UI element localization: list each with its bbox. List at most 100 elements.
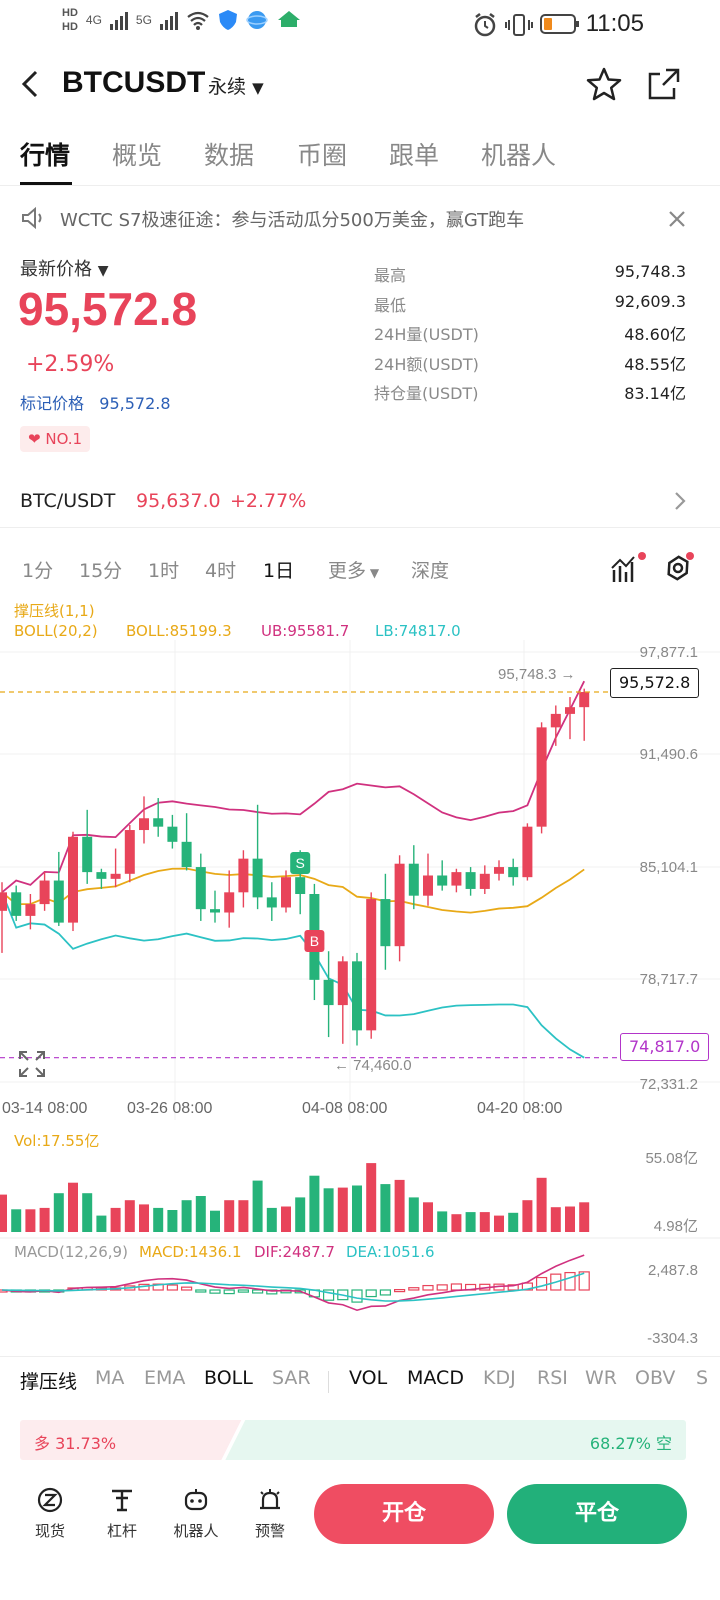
indicator-ema[interactable]: EMA xyxy=(144,1367,186,1389)
interval-more[interactable]: 更多 ▼ xyxy=(328,556,379,583)
tab-market[interactable]: 行情 xyxy=(20,141,71,170)
contract-type-selector[interactable]: 永续 ▼ xyxy=(208,72,264,99)
fullscreen-icon[interactable] xyxy=(18,1050,46,1078)
y-axis-label: 78,717.7 xyxy=(639,971,698,988)
candle-body xyxy=(295,877,306,895)
interval-4h[interactable]: 4时 xyxy=(205,560,237,582)
candle-body xyxy=(139,818,149,831)
volume-macd-panel xyxy=(0,1163,720,1312)
sell-marker-text: S xyxy=(296,855,305,871)
tab-community[interactable]: 币圈 xyxy=(297,141,348,170)
candle-body xyxy=(224,892,235,913)
close-icon[interactable] xyxy=(668,210,686,228)
candle-body xyxy=(579,692,590,708)
macd-histogram-bar xyxy=(436,1284,448,1291)
volume-bar xyxy=(124,1200,135,1232)
indicator-boll[interactable]: BOLL xyxy=(204,1367,253,1389)
stat-value: 48.60亿 xyxy=(624,325,686,344)
stat-row: 最低 92,609.3 xyxy=(374,292,686,322)
alarm-bell-icon xyxy=(260,1489,280,1510)
interval-1m[interactable]: 1分 xyxy=(22,560,54,582)
margin-nav-item[interactable]: 杠杆 xyxy=(92,1486,152,1541)
boll-legend: BOLL(20,2) xyxy=(14,622,98,640)
short-ratio: 68.27% 空 xyxy=(589,1434,672,1453)
open-position-button[interactable]: 开仓 xyxy=(314,1484,494,1544)
long-ratio: 多 31.73% xyxy=(34,1434,117,1453)
volume-bar xyxy=(39,1207,50,1232)
network-4g: 4G xyxy=(85,13,102,27)
tab-data[interactable]: 数据 xyxy=(204,141,255,170)
tab-overview[interactable]: 概览 xyxy=(112,141,163,170)
chevron-right-icon xyxy=(675,492,686,510)
long-short-ratio: 多 31.73% 68.27% 空 xyxy=(20,1420,686,1460)
macd-axis-label: -3304.3 xyxy=(647,1330,698,1347)
rank-text: NO.1 xyxy=(45,430,83,448)
chart-settings-icon[interactable] xyxy=(658,552,698,586)
spot-price-row[interactable]: BTC/USDT 95,637.0 +2.77% xyxy=(0,474,720,528)
candlestick-chart[interactable]: SB xyxy=(0,640,720,1140)
volume-bar xyxy=(337,1187,348,1232)
close-position-button[interactable]: 平仓 xyxy=(507,1484,687,1544)
volume-bar xyxy=(437,1211,448,1232)
candle-body xyxy=(195,867,206,910)
volume-bar xyxy=(224,1200,235,1232)
candle-body xyxy=(451,872,462,886)
bot-nav-item[interactable]: 机器人 xyxy=(166,1486,226,1541)
indicator-rsi[interactable]: RSI xyxy=(537,1367,568,1389)
macd-histogram-bar xyxy=(365,1289,377,1298)
rank-badge[interactable]: ❤ NO.1 xyxy=(20,426,91,452)
volume-bar xyxy=(266,1207,277,1232)
candle-body xyxy=(0,892,7,911)
candle-body xyxy=(366,899,377,1031)
candle-body xyxy=(11,892,22,916)
alert-nav-label: 预警 xyxy=(254,1522,285,1540)
y-axis-label: 72,331.2 xyxy=(639,1076,698,1093)
interval-15m[interactable]: 15分 xyxy=(79,560,123,582)
announcement-bar[interactable]: WCTC S7极速征途：参与活动瓜分500万美金，赢GT跑车 xyxy=(20,200,700,240)
volume-bar xyxy=(479,1212,490,1232)
page-title: BTCUSDT xyxy=(62,66,206,99)
volume-bar xyxy=(96,1215,107,1232)
contract-type-label: 永续 xyxy=(208,76,247,98)
macd-histogram-bar xyxy=(507,1284,519,1291)
stat-value: 48.55亿 xyxy=(624,354,686,374)
indicator-kdj[interactable]: KDJ xyxy=(483,1367,516,1389)
indicator-vol[interactable]: VOL xyxy=(349,1367,388,1389)
macd-histogram-bar xyxy=(578,1271,590,1291)
tab-copy-trade[interactable]: 跟单 xyxy=(389,141,440,170)
indicator-wr[interactable]: WR xyxy=(585,1367,617,1389)
macd-histogram-bar xyxy=(535,1276,548,1291)
volume-bar xyxy=(281,1206,291,1232)
spot-nav-item[interactable]: 现货 xyxy=(20,1486,80,1541)
tab-bots[interactable]: 机器人 xyxy=(481,141,557,170)
back-arrow-icon[interactable] xyxy=(16,68,44,100)
volume-bar xyxy=(295,1197,306,1232)
interval-1h[interactable]: 1时 xyxy=(148,560,180,582)
indicator-support-line[interactable]: 撑压线 xyxy=(20,1371,78,1393)
alert-nav-item[interactable]: 预警 xyxy=(240,1486,300,1541)
price-type-selector[interactable]: 最新价格 ▼ xyxy=(20,255,109,281)
interval-1d[interactable]: 1日 xyxy=(263,560,295,582)
indicator-ma[interactable]: MA xyxy=(95,1367,125,1389)
interval-depth[interactable]: 深度 xyxy=(411,560,450,582)
favorite-star-icon[interactable] xyxy=(586,66,622,102)
margin-icon xyxy=(112,1489,132,1512)
indicator-obv[interactable]: OBV xyxy=(635,1367,676,1389)
caret-down-icon: ▼ xyxy=(366,566,380,580)
indicator-settings-icon[interactable] xyxy=(608,552,648,586)
macd-histogram-bar xyxy=(252,1289,264,1294)
price-type-label: 最新价格 xyxy=(20,259,92,280)
macd-dif-line xyxy=(1,1254,585,1312)
stat-label: 24H量(USDT) xyxy=(374,325,479,344)
indicator-divider xyxy=(328,1371,329,1393)
indicator-more[interactable]: S xyxy=(696,1367,709,1389)
indicator-sar[interactable]: SAR xyxy=(272,1367,311,1389)
indicator-macd[interactable]: MACD xyxy=(407,1367,464,1389)
share-icon[interactable] xyxy=(646,66,682,102)
volume-bar xyxy=(110,1207,121,1232)
candle-body xyxy=(25,904,36,916)
battery-icon xyxy=(540,14,579,34)
candle-body xyxy=(281,877,291,908)
volume-bar xyxy=(451,1214,462,1232)
volume-bar xyxy=(252,1180,263,1232)
